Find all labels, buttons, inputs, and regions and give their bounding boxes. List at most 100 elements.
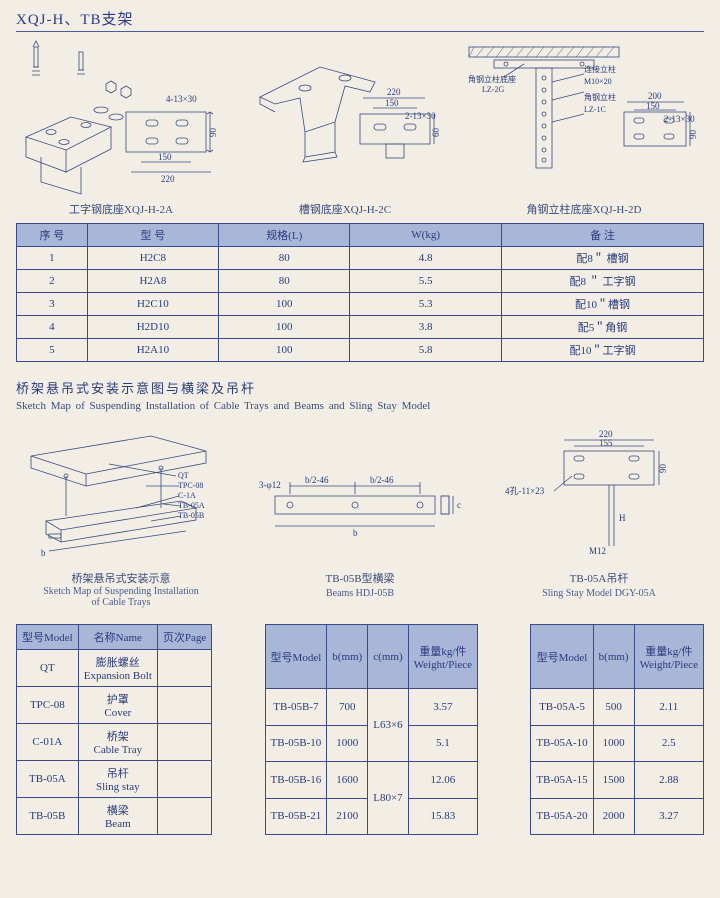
- table2-cell: C-01A: [17, 724, 79, 761]
- diagram-beam: 3-φ12 b/2-46 b/2-46 b c TB-05B型横梁 Beams …: [250, 426, 470, 608]
- diagram-2d: 角钢立柱底座 LZ-2G 连接立柱 M10×20 角钢立柱 LZ-1C 200 …: [464, 42, 704, 217]
- dim-b-susp: b: [41, 548, 46, 558]
- lbl-tb05a: TB-05A: [178, 501, 205, 510]
- dim-b-beam: b: [353, 528, 358, 538]
- table3-cell: 5.1: [408, 725, 477, 761]
- table1-cell: 5.8: [350, 339, 502, 362]
- lbl-post: 连接立柱: [584, 64, 616, 74]
- diagram-stay: 220 155 90 4孔-11×23 M12 H TB-05A吊杆 Sling…: [494, 426, 704, 608]
- table1-cell: 3: [17, 293, 88, 316]
- title-rule: [16, 31, 704, 32]
- table1-cell: 配8 ＂ 工字钢: [501, 270, 703, 293]
- table2-cell: [157, 798, 211, 835]
- caption-stay-en: Sling Stay Model DGY-05A: [494, 588, 704, 599]
- dim-w-2d: 200: [648, 91, 662, 101]
- lbl-bolt: M10×20: [584, 77, 612, 86]
- table-specs: 序 号型 号规格(L)W(kg)备 注1H2C8804.8配8＂ 槽钢2H2A8…: [16, 223, 704, 362]
- table2-cell: TB-05A: [17, 761, 79, 798]
- table2-cell: 吊杆 Sling stay: [78, 761, 157, 798]
- table3-cell: 700: [327, 689, 368, 725]
- caption-2d: 角钢立柱底座XQJ-H-2D: [464, 201, 704, 217]
- table4-cell: 2000: [593, 798, 634, 834]
- table4-cell: TB-05A-10: [531, 725, 593, 761]
- page-title: XQJ-H、TB支架: [16, 8, 704, 29]
- table2-header: 型号Model: [17, 625, 79, 650]
- table3-header: b(mm): [327, 625, 368, 689]
- table2-cell: 横梁 Beam: [78, 798, 157, 835]
- lbl-tb05b: TB-05B: [178, 511, 204, 520]
- table1-cell: H2D10: [87, 316, 218, 339]
- table1-cell: 5.3: [350, 293, 502, 316]
- table2-cell: [157, 761, 211, 798]
- table3-cell: TB-05B-7: [265, 689, 327, 725]
- table-stays: 型号Modelb(mm)重量kg/件 Weight/PieceTB-05A-55…: [530, 624, 704, 835]
- table4-cell: 3.27: [634, 798, 703, 834]
- diagram-2d-svg: 角钢立柱底座 LZ-2G 连接立柱 M10×20 角钢立柱 LZ-1C 200 …: [464, 42, 704, 197]
- table1-cell: 3.8: [350, 316, 502, 339]
- diagram-2a: 4-13×30 90 150 220 工字钢底座XQJ-H-2A: [16, 42, 226, 217]
- dim-h-2d: 90: [688, 130, 698, 140]
- table3-cell: 15.83: [408, 798, 477, 834]
- dim-c-beam: c: [457, 500, 461, 510]
- dim-m12: M12: [589, 546, 606, 556]
- table1-cell: 4.8: [350, 247, 502, 270]
- table1-header: 规格(L): [219, 224, 350, 247]
- dim-h-stay: 90: [658, 464, 668, 474]
- lbl-lz2g-code: LZ-2G: [482, 85, 504, 94]
- dim-h-2c: 60: [431, 128, 441, 138]
- dim-w-2c: 220: [387, 87, 401, 97]
- diagram-beam-svg: 3-φ12 b/2-46 b/2-46 b c: [255, 456, 465, 566]
- table3-cell: 3.57: [408, 689, 477, 725]
- table1-header: W(kg): [350, 224, 502, 247]
- table1-cell: H2A10: [87, 339, 218, 362]
- table2-cell: [157, 650, 211, 687]
- dim-inner-2d: 150: [646, 101, 660, 111]
- dim-slot-2d: 2-13×30: [664, 114, 695, 124]
- table1-header: 备 注: [501, 224, 703, 247]
- table1-cell: 配8＂ 槽钢: [501, 247, 703, 270]
- caption-stay-cn: TB-05A吊杆: [494, 570, 704, 586]
- table1-cell: 80: [219, 247, 350, 270]
- table1-cell: 配5＂角钢: [501, 316, 703, 339]
- table3-cell: TB-05B-16: [265, 762, 327, 798]
- dim-H-stay: H: [619, 513, 626, 523]
- diagram-2a-svg: 4-13×30 90 150 220: [16, 42, 226, 197]
- lbl-lz2g: 角钢立柱底座: [468, 74, 516, 84]
- table4-cell: TB-05A-5: [531, 689, 593, 725]
- table-beams: 型号Modelb(mm)c(mm)重量kg/件 Weight/PieceTB-0…: [265, 624, 479, 835]
- lbl-lz1c: 角钢立柱: [584, 92, 616, 102]
- table4-cell: 500: [593, 689, 634, 725]
- table2-cell: 膨胀螺丝 Expansion Bolt: [78, 650, 157, 687]
- dim-inner-2c: 150: [385, 98, 399, 108]
- table1-cell: 100: [219, 293, 350, 316]
- caption-beam-cn: TB-05B型横梁: [250, 570, 470, 586]
- table1-cell: 80: [219, 270, 350, 293]
- table3-cell: L63×6: [368, 689, 408, 762]
- diagram-2c-svg: 220 150 2-13×30 60: [245, 42, 445, 197]
- lbl-c1a: C-1A: [178, 491, 196, 500]
- sec2-title-cn: 桥架悬吊式安装示意图与横梁及吊杆: [16, 378, 704, 397]
- dim-slot-stay: 4孔-11×23: [505, 486, 545, 496]
- table2-cell: 护罩 Cover: [78, 687, 157, 724]
- table2-header: 名称Name: [78, 625, 157, 650]
- table1-cell: 配10＂槽钢: [501, 293, 703, 316]
- table-parts: 型号Model名称Name页次PageQT膨胀螺丝 Expansion Bolt…: [16, 624, 212, 835]
- caption-susp-en: Sketch Map of Suspending Installation of…: [41, 586, 201, 608]
- diagram-stay-svg: 220 155 90 4孔-11×23 M12 H: [499, 426, 699, 566]
- diagram-suspend: QT TPC-08 C-1A TB-05A TB-05B b 桥架悬吊式安装示意…: [16, 426, 226, 608]
- table4-cell: 2.11: [634, 689, 703, 725]
- table1-cell: H2C10: [87, 293, 218, 316]
- table2-cell: TPC-08: [17, 687, 79, 724]
- table3-header: 重量kg/件 Weight/Piece: [408, 625, 477, 689]
- table1-cell: 配10＂工字钢: [501, 339, 703, 362]
- table1-header: 型 号: [87, 224, 218, 247]
- table1-cell: 4: [17, 316, 88, 339]
- table1-cell: H2A8: [87, 270, 218, 293]
- table1-cell: 5.5: [350, 270, 502, 293]
- table1-cell: H2C8: [87, 247, 218, 270]
- bottom-tables-row: 型号Model名称Name页次PageQT膨胀螺丝 Expansion Bolt…: [16, 624, 704, 835]
- table3-cell: 2100: [327, 798, 368, 834]
- dim-w-2a: 220: [161, 174, 175, 184]
- caption-susp-cn: 桥架悬吊式安装示意: [16, 570, 226, 586]
- section-suspending: 桥架悬吊式安装示意图与横梁及吊杆 Sketch Map of Suspendin…: [16, 378, 704, 412]
